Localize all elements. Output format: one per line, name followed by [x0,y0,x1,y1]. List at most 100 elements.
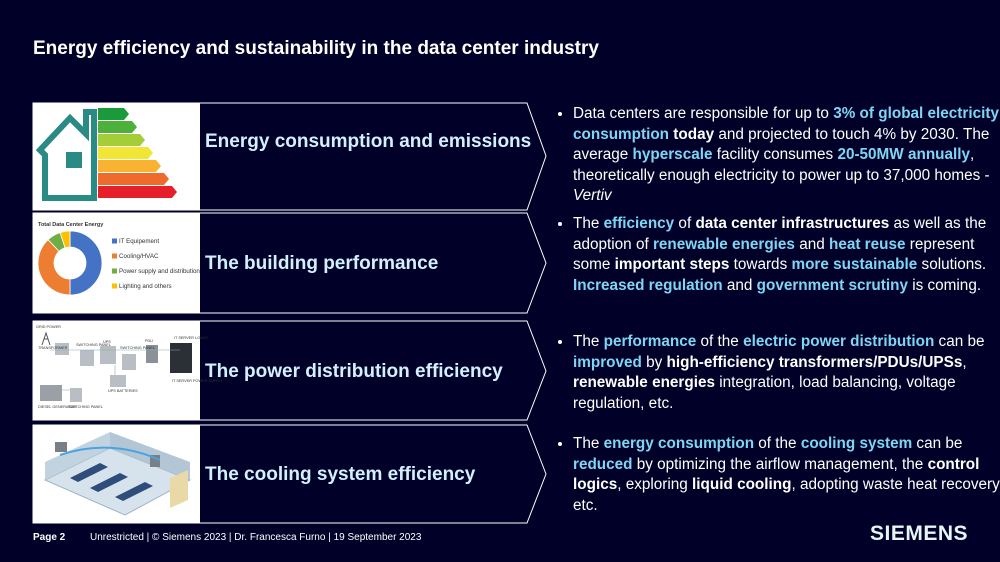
power-diagram: GRID POWER TRANSFORMER SWITCHING PANEL UPS S… [36,325,224,409]
donut-title: Total Data Center Energy [38,222,104,228]
text-segment: , theoretically enough electricity to po… [573,146,990,184]
wall [45,432,110,480]
text-segment: of the [754,435,801,452]
diagram-label: IT SERVER POWER SUPPLY [172,379,224,383]
text-segment: energy consumption [603,435,755,452]
text-segment: efficiency [603,215,675,232]
text-segment: important steps [614,256,730,273]
row-heading: Energy consumption and emissions [205,131,532,152]
footer-info: Unrestricted | © Siemens 2023 | Dr. Fran… [90,532,422,543]
legend-label: Power supply and distribution [119,268,200,275]
bullet: The performance of the electric power di… [573,332,1000,414]
text-segment: performance [603,333,697,350]
text-segment: and projected to touch 4% by 2030. The a… [573,125,990,164]
row-heading: The power distribution efficiency [205,361,503,382]
text-segment: liquid cooling [692,476,792,493]
rack-row [115,482,153,501]
text-segment: towards [729,256,792,273]
donut-chart: Total Data Center Energy IT Equipement Co… [37,222,200,296]
text-segment: data center infrastructures [695,215,890,232]
donut-slice [37,239,71,296]
text-segment: The [573,215,604,232]
text-segment: integration, load balancing, voltage reg… [573,374,956,412]
text-segment: can be [934,333,985,350]
diagram-label: SWITCHING PANEL [68,405,103,409]
text-segment: 20-50MW annually [837,146,971,163]
label-bar [98,134,145,146]
text-segment: , adopting waste heat recovery, etc. [573,476,1000,514]
text-segment: renewable energies [652,235,795,253]
diagram-label: PDU [145,339,153,343]
wires [50,349,180,391]
text-segment: can be [912,435,963,452]
panel [80,350,94,366]
label-bar [98,160,161,172]
server [170,343,192,373]
battery [110,375,126,387]
rack-row [90,473,128,492]
cooling-illustration [43,432,192,516]
transformer [55,343,69,355]
diagram-label: GRID POWER [36,325,61,329]
text-segment: and [794,235,829,253]
text-segment: as well as the adoption of [573,215,987,253]
legend-label: Cooling/HVAC [119,253,159,260]
text-segment: 3% of global electricity consumption [573,105,999,143]
airflow [59,446,161,461]
image-panel [33,213,200,313]
chiller [55,442,67,452]
text-segment: represent some [573,235,975,274]
legend-swatch [112,238,117,244]
diagram-label: SWITCHING PANEL [120,346,155,350]
text-segment: , [962,353,967,371]
text-segment: solutions. [917,256,987,273]
diagram-label: IT SERVER LOADS [174,336,208,340]
pdu [146,345,158,363]
bullet-list: Data centers are responsible for up to 3… [556,104,1000,207]
generator [40,385,62,401]
text-segment: high-efficiency transformers/PDUs/UPSs [666,353,963,371]
row-heading: The cooling system efficiency [205,464,476,485]
diagram-label: TRANSFORMER [38,346,68,350]
text-segment: hyperscale [632,146,713,163]
label-bar [98,108,129,120]
text-segment: Data centers are responsible for up to [573,105,834,122]
legend-swatch [112,253,117,259]
pylon [41,331,51,346]
text-segment: reduced [573,455,633,473]
panel [122,354,136,370]
legend-label: Lighting and others [119,283,172,290]
text-segment: The [573,435,604,452]
window [66,152,82,168]
diagram-label: DIESEL GENERATOR [38,405,76,409]
bullet-list: The energy consumption of the cooling sy… [556,434,1000,516]
text-segment: and [722,276,757,294]
bullet: The energy consumption of the cooling sy… [573,434,1000,516]
label-bar [98,121,137,133]
legend-label: IT Equipement [119,238,159,245]
panel [70,388,82,402]
donut-slice [59,230,71,249]
text-segment: is coming. [907,276,982,294]
diagram-label: UPS BATTERIES [108,389,138,393]
text-segment: heat reuse [828,235,906,253]
text-segment: improved [573,353,642,371]
legend-swatch [112,283,117,289]
label-bar [98,147,153,159]
text-segment: by optimizing the airflow management, th… [632,455,928,473]
diagram-label: UPS [103,340,111,344]
donut-slice [69,230,103,296]
label-bar [98,186,177,198]
logo: SIEMENS [870,522,969,545]
text-segment: today [669,125,715,143]
text-segment: more sustainable [791,256,918,273]
text-segment: of the [696,333,744,350]
bullet-list: The performance of the electric power di… [556,332,1000,414]
text-segment: , exploring [617,476,693,493]
label-bar [98,173,169,185]
legend-swatch [112,268,117,274]
text-segment: control logics [573,455,980,494]
text-segment: electric power distribution [743,333,935,350]
